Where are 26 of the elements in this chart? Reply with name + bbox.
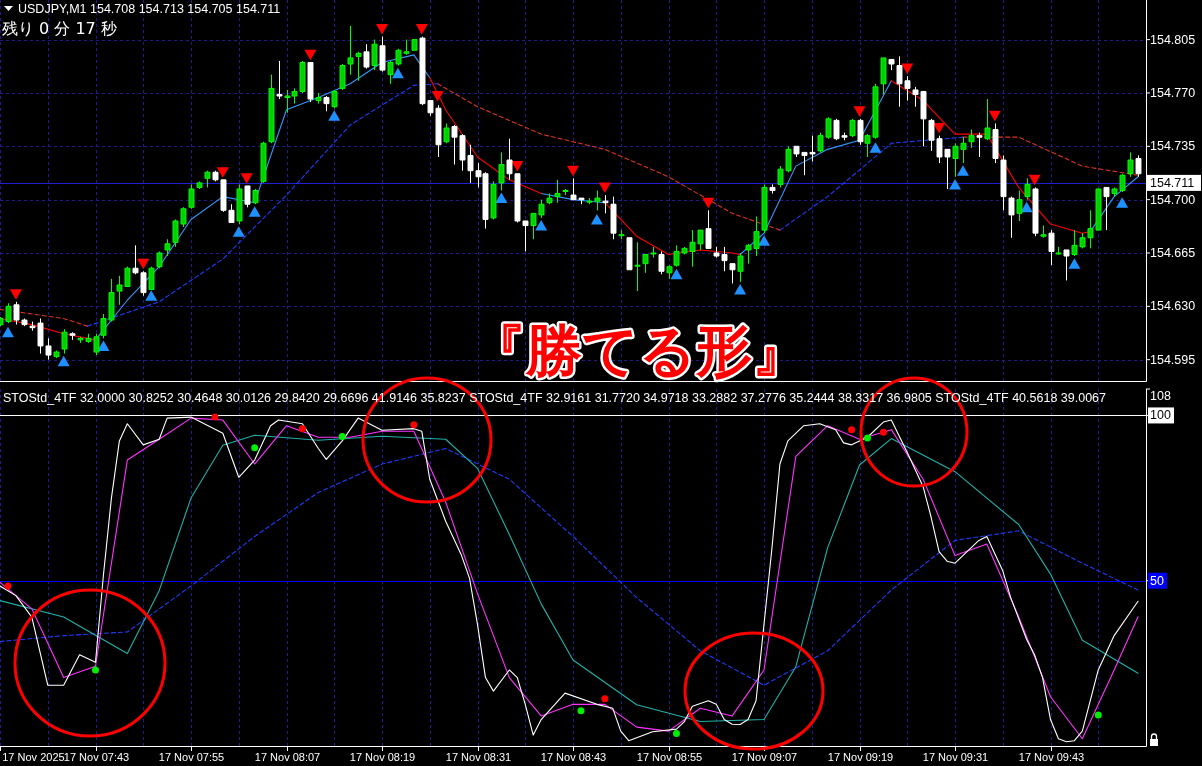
y-tick-label: 154.735 — [1150, 139, 1196, 154]
x-tick-label: 17 Nov 08:19 — [349, 751, 416, 763]
y-tick-label: 100 — [1150, 408, 1171, 423]
x-tick-label: 17 Nov 09:19 — [827, 751, 894, 763]
x-tick-label: 17 Nov 07:55 — [158, 751, 225, 763]
x-tick-label: 17 Nov 2025 — [2, 751, 65, 763]
x-tick-label: 17 Nov 08:31 — [445, 751, 512, 763]
x-tick-label: 17 Nov 09:31 — [922, 751, 989, 763]
x-tick-label: 17 Nov 09:07 — [731, 751, 798, 763]
y-tick-label: 108 — [1150, 389, 1171, 403]
x-tick-label: 17 Nov 08:43 — [540, 751, 607, 763]
x-tick-label: 17 Nov 08:55 — [636, 751, 703, 763]
x-tick-label: 17 Nov 07:43 — [63, 751, 130, 763]
y-tick-label: 154.770 — [1150, 85, 1196, 100]
y-tick-label: 154.630 — [1150, 299, 1196, 314]
text: 残り 0 分 17 秒 — [2, 19, 117, 38]
y-tick-label: 50 — [1150, 573, 1164, 588]
chart-title: USDJPY,M1 154.708 154.713 154.705 154.711 — [18, 2, 281, 16]
annotation: 『勝てる形』 — [470, 318, 808, 383]
x-tick-label: 17 Nov 09:43 — [1018, 751, 1085, 763]
y-tick-label: 154.700 — [1150, 192, 1196, 207]
ref-line-label: 154.711 — [1150, 175, 1195, 190]
y-tick-label: 154.665 — [1150, 245, 1196, 260]
x-tick-label: 17 Nov 08:07 — [254, 751, 321, 763]
y-tick-label: 154.595 — [1150, 352, 1196, 367]
y-tick-label: 154.805 — [1150, 32, 1196, 47]
